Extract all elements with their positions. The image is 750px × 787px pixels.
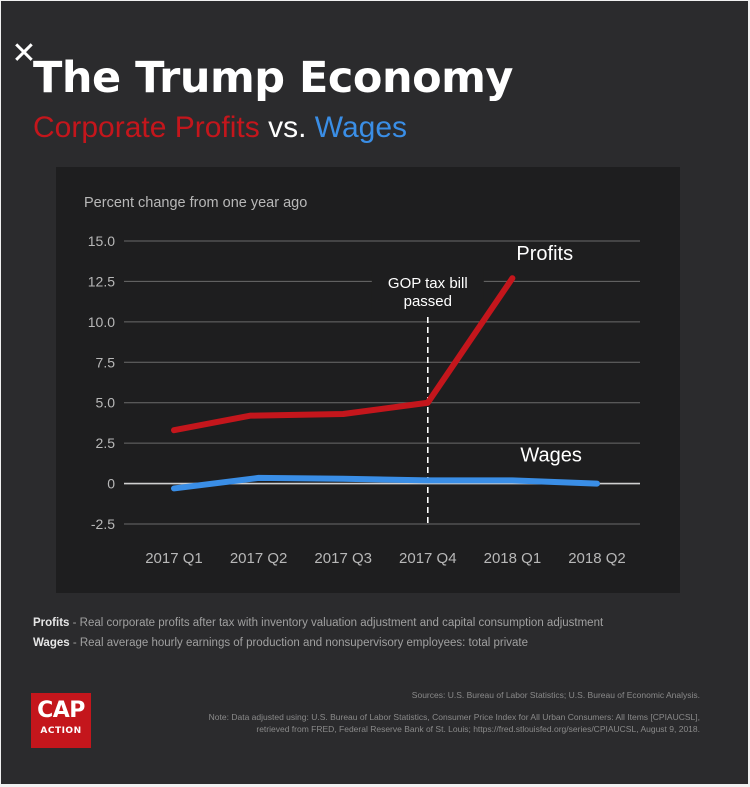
subtitle-vs: vs. (259, 111, 315, 144)
page-title: The Trump Economy (33, 53, 513, 103)
series-label-wages: Wages (520, 445, 582, 467)
footnote-profits: Profits - Real corporate profits after t… (33, 617, 723, 629)
chart-panel: Percent change from one year ago GOP tax… (56, 167, 680, 593)
footnote-wages-text: - Real average hourly earnings of produc… (69, 637, 528, 649)
x-tick-label: 2018 Q1 (484, 550, 542, 567)
y-tick-label: 10.0 (88, 314, 115, 330)
y-tick-label: 0 (107, 476, 115, 492)
subtitle-wages: Wages (314, 111, 408, 144)
y-tick-label: 12.5 (88, 273, 115, 289)
logo-action: ACTION (40, 726, 82, 736)
line-chart: Percent change from one year ago GOP tax… (84, 195, 640, 567)
series-line-wages (171, 474, 600, 492)
x-tick-label: 2017 Q2 (230, 550, 288, 567)
x-tick-label: 2017 Q3 (314, 550, 372, 567)
logo-cap: CAP (37, 698, 85, 723)
sources-line: Sources: U.S. Bureau of Labor Statistics… (411, 690, 700, 700)
x-tick-label: 2017 Q4 (399, 550, 457, 567)
y-tick-label: -2.5 (91, 516, 115, 532)
subtitle-profits: Corporate Profits (33, 111, 260, 144)
y-tick-label: 5.0 (96, 395, 116, 411)
series-label-profits: Profits (516, 243, 573, 265)
x-tick-label: 2017 Q1 (145, 550, 203, 567)
y-tick-label: 7.5 (96, 354, 116, 370)
annotation-label: GOP tax bill (388, 275, 468, 292)
series-line-profits (171, 275, 516, 434)
annotation-label-bg (371, 267, 484, 315)
note-line-1: Note: Data adjusted using: U.S. Bureau o… (208, 712, 700, 722)
cap-action-logo: CAP ACTION (31, 693, 91, 748)
close-icon[interactable]: ✕ (11, 36, 37, 71)
footnotes: Profits - Real corporate profits after t… (33, 617, 723, 657)
footnote-profits-text: - Real corporate profits after tax with … (69, 617, 604, 629)
note-line-2: retrieved from FRED, Federal Reserve Ban… (256, 724, 700, 734)
subtitle: Corporate Profits vs. Wages (33, 111, 407, 145)
y-tick-label: 2.5 (96, 435, 116, 451)
x-tick-label: 2018 Q2 (568, 550, 626, 567)
footnote-wages: Wages - Real average hourly earnings of … (33, 637, 723, 649)
annotation-label: passed (404, 293, 452, 310)
sources-note: Sources: U.S. Bureau of Labor Statistics… (140, 689, 700, 735)
footnote-profits-label: Profits (33, 617, 70, 629)
y-tick-label: 15.0 (88, 233, 115, 249)
footnote-wages-label: Wages (33, 637, 70, 649)
y-axis-label: Percent change from one year ago (84, 195, 307, 211)
